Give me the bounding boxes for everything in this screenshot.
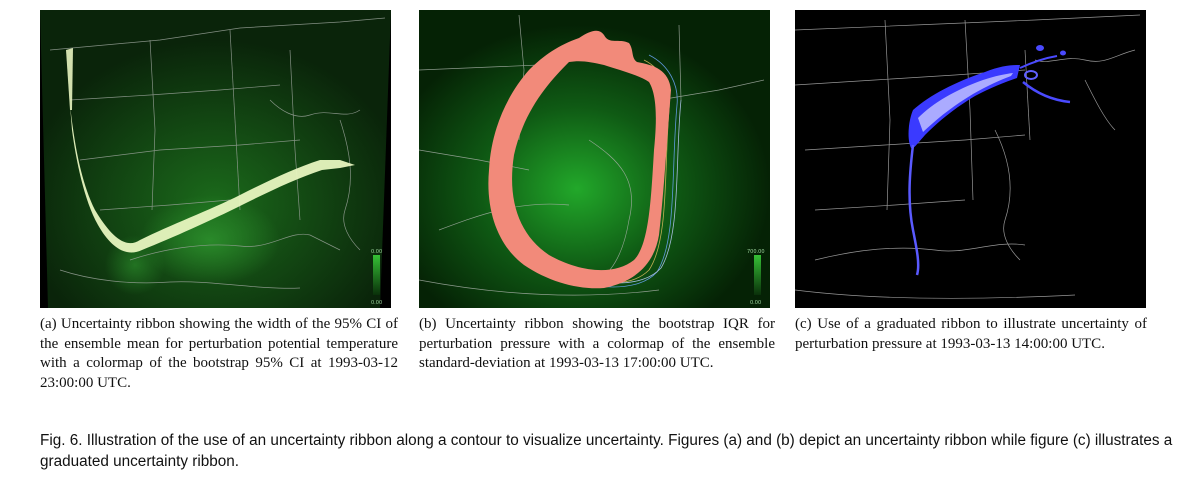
uncertainty-ribbon-b [488,30,671,289]
svg-text:0.00: 0.00 [371,249,382,255]
subfigure-c-image [795,10,1146,308]
colorbar-b [754,255,761,295]
subfigure-b-caption: (b) Uncertainty ribbon showing the boots… [419,316,775,371]
map-borders-c [795,14,1141,299]
svg-text:0.00: 0.00 [750,300,761,306]
svg-text:700.00: 700.00 [747,249,765,255]
svg-text:0.00: 0.00 [371,300,382,306]
figure-caption: Fig. 6. Illustration of the use of an un… [40,432,1173,470]
subfigure-b-image: 700.00 0.00 [419,10,770,308]
subfigure-c-caption: (c) Use of a graduated ribbon to illustr… [795,316,1147,352]
subfigure-a-caption: (a) Uncertainty ribbon showing the width… [40,316,398,391]
subfigure-a-image: 0.00 0.00 [40,10,391,308]
colorbar-a [373,255,380,295]
graduated-ribbon-c [908,65,1020,149]
uncertainty-ribbon-a [70,105,355,253]
map-borders-a [49,17,386,289]
